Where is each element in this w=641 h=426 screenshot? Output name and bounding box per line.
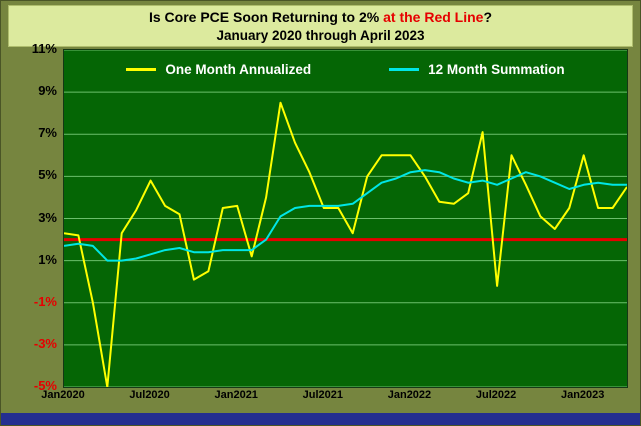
x-axis-label: Jul2022 (475, 389, 517, 401)
title-question-mark: ? (483, 9, 493, 25)
title-text: Is Core PCE Soon Returning to 2% (148, 9, 384, 25)
plot-area: One Month Annualized 12 Month Summation (63, 49, 628, 388)
bottom-border-bar (1, 413, 640, 425)
y-axis-label: -3% (33, 335, 57, 351)
legend: One Month Annualized 12 Month Summation (64, 62, 627, 77)
legend-label: One Month Annualized (165, 62, 312, 77)
x-axis-label: Jan2021 (214, 389, 258, 401)
y-axis-label: 9% (38, 83, 57, 99)
y-axis-label: 11% (31, 41, 57, 56)
legend-item-one-month-annualized: One Month Annualized (126, 62, 311, 77)
x-axis-label: Jan2022 (387, 389, 432, 401)
series-line-one-month-annualized (64, 101, 627, 387)
x-axis-label: Jul2021 (302, 389, 344, 401)
title-highlight-red-line: at the Red Line (383, 9, 484, 25)
legend-line-swatch (126, 68, 157, 71)
y-axis-label: 5% (38, 167, 57, 183)
chart-title-bar: Is Core PCE Soon Returning to 2% at the … (8, 5, 633, 47)
legend-line-swatch (389, 68, 420, 71)
title-line-1: Is Core PCE Soon Returning to 2% at the … (9, 8, 632, 27)
y-axis-label: 1% (38, 251, 57, 267)
x-axis-label: Jul2020 (129, 389, 170, 401)
x-axis-label: Jan2023 (560, 389, 605, 401)
y-axis-label: 3% (38, 209, 57, 225)
y-axis-label: -5% (33, 378, 57, 393)
title-line-2-date-range: January 2020 through April 2023 (216, 28, 425, 43)
legend-item-twelve-month-summation: 12 Month Summation (389, 62, 565, 77)
y-axis-label: 7% (38, 125, 57, 141)
series-line-twelve-month-summation (64, 169, 627, 262)
x-axis-label: Jan2020 (41, 389, 85, 401)
chart-lines-svg (64, 50, 627, 387)
x-axis: Jan2020 Jul2020 Jan2021 Jul2021 Jan2022 Jul20… (41, 389, 626, 407)
y-axis-label: -1% (33, 293, 57, 309)
y-axis: 11% 9% 7% 5% 3% 1% -1% -3% -5% (1, 41, 59, 393)
legend-label: 12 Month Summation (428, 62, 565, 77)
